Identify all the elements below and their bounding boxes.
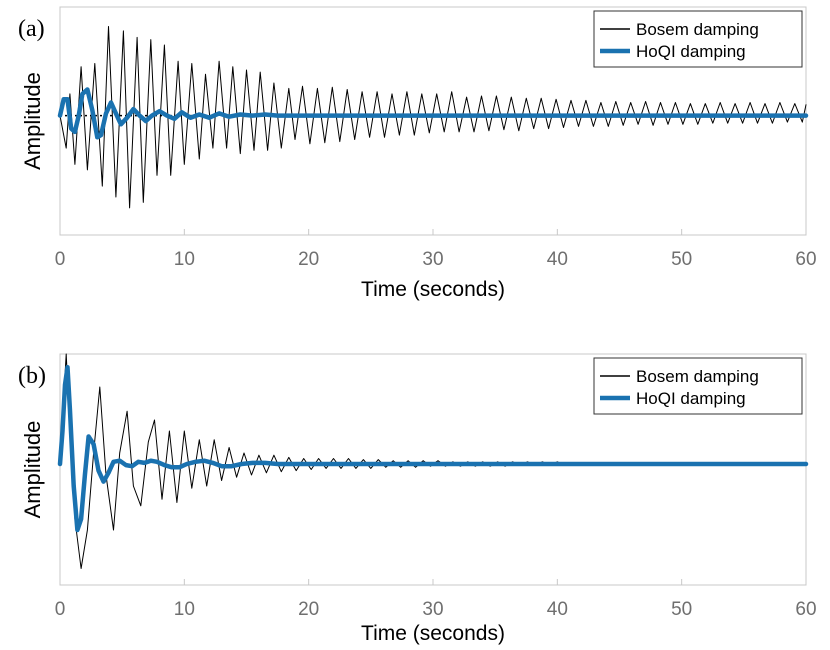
x-tick-label: 0 — [55, 249, 66, 270]
panel-label: (b) — [18, 363, 46, 389]
x-tick-label: 10 — [174, 249, 195, 270]
panel-b: 0 10 20 30 40 50 60 Bosem damping HoQI damping (b… — [18, 353, 817, 645]
x-tick-label: 60 — [795, 249, 816, 270]
legend-box — [593, 357, 803, 415]
x-tick-label: 30 — [422, 599, 443, 620]
series-line-hoqi-damping — [57, 87, 809, 140]
x-tick-label: 20 — [298, 599, 319, 620]
x-tick-label: 50 — [671, 599, 692, 620]
x-axis-label: Time (seconds) — [361, 278, 505, 301]
y-axis-label: Amplitude — [20, 421, 45, 519]
x-tick-label: 30 — [422, 249, 443, 270]
legend-box — [593, 10, 803, 68]
legend-label: Bosem damping — [636, 367, 759, 386]
x-tick-label: 40 — [547, 249, 568, 270]
x-tick-label: 40 — [547, 599, 568, 620]
x-axis-label: Time (seconds) — [361, 622, 505, 645]
legend-label: HoQI damping — [636, 389, 746, 408]
series-line-hoqi-damping — [57, 364, 809, 533]
x-tick-label: 50 — [671, 249, 692, 270]
y-axis-label: Amplitude — [20, 72, 45, 170]
panel-label: (a) — [18, 16, 45, 42]
x-tick-label: 0 — [55, 599, 66, 620]
legend-label: Bosem damping — [636, 20, 759, 39]
x-tick-label: 60 — [795, 599, 816, 620]
legend-label: HoQI damping — [636, 42, 746, 61]
x-tick-label: 10 — [174, 599, 195, 620]
panel-a: 0 10 20 30 40 50 60 Bosem damping HoQI damping (a… — [18, 6, 817, 301]
x-tick-label: 20 — [298, 249, 319, 270]
